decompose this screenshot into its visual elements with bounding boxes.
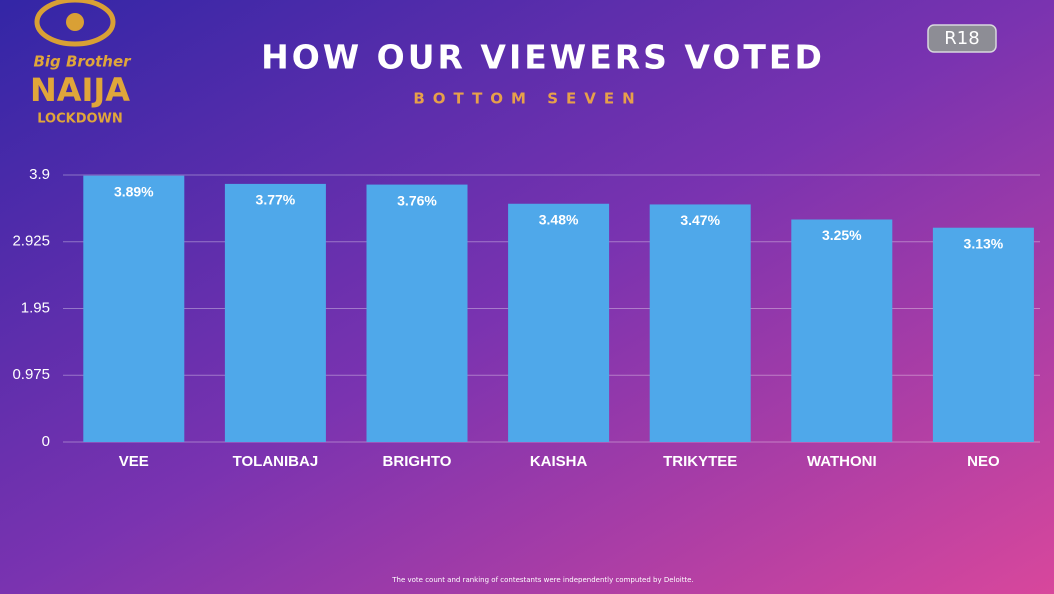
x-tick-label: VEE <box>119 453 149 470</box>
bar <box>224 183 326 442</box>
bar <box>649 204 751 442</box>
x-tick-label: KAISHA <box>530 453 588 470</box>
y-tick-label: 1.95 <box>21 299 50 316</box>
logo-eye <box>34 0 116 47</box>
value-label: 3.48% <box>539 211 579 227</box>
x-tick-label: WATHONI <box>807 453 877 470</box>
bar <box>83 175 185 442</box>
chart-subtitle: BOTTOM SEVEN <box>413 90 642 108</box>
logo-text: LOCKDOWN <box>37 112 123 127</box>
value-label: 3.47% <box>680 212 720 228</box>
y-tick-label: 2.925 <box>12 233 50 250</box>
value-label: 3.25% <box>822 227 862 243</box>
y-tick-label: 0 <box>42 433 50 450</box>
value-label: 3.89% <box>114 183 154 199</box>
logo-pupil <box>66 13 84 31</box>
footnote: The vote count and ranking of contestant… <box>391 576 693 584</box>
value-label: 3.76% <box>397 192 437 208</box>
logo-text: NAIJA <box>30 71 130 109</box>
logo-text: Big Brother <box>33 53 132 71</box>
chart-title: HOW OUR VIEWERS VOTED <box>261 38 825 77</box>
x-tick-label: TRIKYTEE <box>663 453 737 470</box>
rating-badge <box>927 24 997 53</box>
bar <box>791 219 893 442</box>
x-tick-label: BRIGHTO <box>383 453 452 470</box>
y-tick-label: 3.9 <box>29 166 50 183</box>
x-tick-label: TOLANIBAJ <box>233 453 319 470</box>
value-label: 3.77% <box>256 192 296 208</box>
bar <box>508 203 610 442</box>
value-label: 3.13% <box>964 235 1004 251</box>
bar <box>932 227 1034 442</box>
rating-badge-text: R18 <box>944 28 979 49</box>
y-tick-label: 0.975 <box>12 366 50 383</box>
logo: Big Brother NAIJA LOCKDOWN <box>30 0 132 127</box>
bar <box>366 184 468 443</box>
x-tick-label: NEO <box>967 453 1000 470</box>
